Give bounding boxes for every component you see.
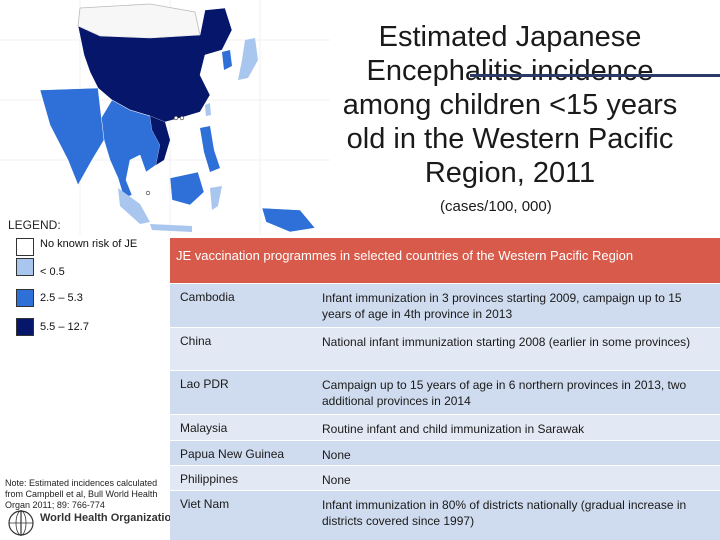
sumatra-region [118,188,150,224]
source-note: Note: Estimated incidences calculated fr… [5,478,158,510]
title-underline [470,74,720,77]
borneo-region [169,171,205,206]
programme-cell: None [322,448,351,462]
table-row: Viet Nam Infant immunization in 80% of d… [170,490,720,540]
table-row: Lao PDR Campaign up to 15 years of age i… [170,370,720,414]
viet-nam-region [150,116,170,165]
country-cell: Malaysia [180,421,228,435]
country-cell: China [180,334,212,348]
programme-cell: Campaign up to 15 years of age in 6 nort… [322,378,687,408]
japan-region [238,38,258,80]
legend-title: LEGEND: [8,218,61,232]
country-cell: Papua New Guinea [180,447,285,461]
programme-cell: Infant immunization in 80% of districts … [322,498,687,528]
india-region [39,87,105,186]
programme-cell: National infant immunization starting 20… [322,335,691,349]
mainland-sea-region [99,99,161,199]
who-logo-icon [8,510,34,536]
china-region [77,7,233,123]
sulawesi-region [210,186,222,210]
table-row: Cambodia Infant immunization in 3 provin… [170,283,720,327]
map-title: Estimated Japanese Encephalitis incidenc… [342,21,678,189]
png-region [261,207,316,233]
table-header: JE vaccination programmes in selected co… [170,238,720,283]
vaccination-table: JE vaccination programmes in selected co… [170,238,720,540]
legend-label: 2.5 – 5.3 [40,292,83,304]
country-cell: Cambodia [180,290,235,304]
incidence-map [0,0,330,235]
legend-label: No known risk of JE [40,238,138,250]
country-cell: Lao PDR [180,377,229,391]
legend-label: 5.5 – 12.7 [40,321,89,333]
table-row: Philippines None [170,465,720,490]
philippines-region [200,126,220,172]
country-cell: Philippines [180,472,239,486]
korea-region [222,50,232,70]
legend-label: < 0.5 [40,266,65,278]
programme-cell: Infant immunization in 3 provinces start… [322,291,682,321]
legend-swatch [16,318,34,336]
legend-swatch [16,289,34,307]
programme-cell: None [322,473,351,487]
legend-swatch [16,258,34,276]
table-row: Malaysia Routine infant and child immuni… [170,414,720,440]
java-region [150,224,192,232]
table-row: China National infant immunization start… [170,327,720,370]
map-subtitle: (cases/100, 000) [440,198,552,215]
taiwan-region [205,103,211,116]
country-cell: Viet Nam [180,497,230,511]
programme-cell: Routine infant and child immunization in… [322,422,585,436]
table-row: Papua New Guinea None [170,440,720,465]
who-name: World Health Organization [40,512,178,524]
legend-swatch [16,238,34,256]
